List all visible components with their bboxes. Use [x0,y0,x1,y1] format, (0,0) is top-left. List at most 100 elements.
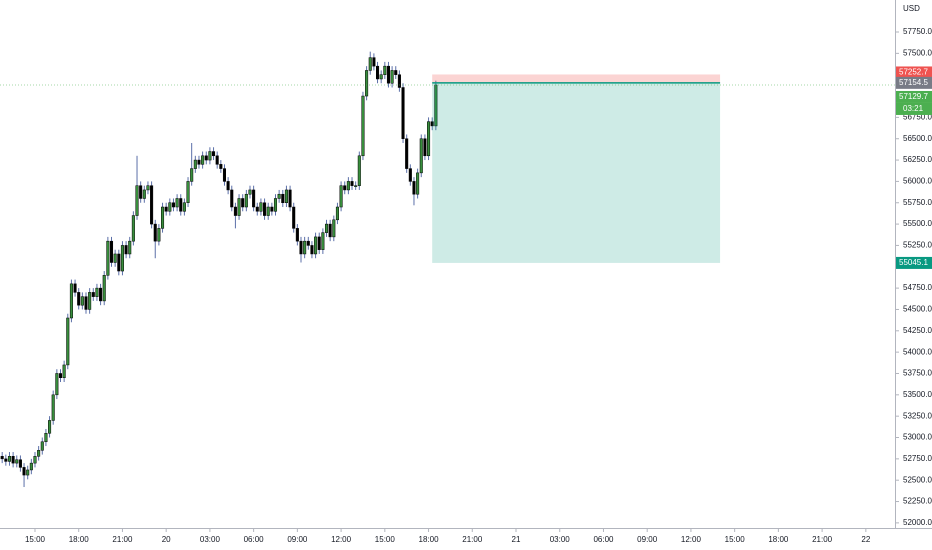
x-tick-label: 22 [861,535,870,544]
candle-body [113,253,117,263]
candle-body [324,223,329,233]
candle-body [26,469,30,476]
candle-body [62,364,66,379]
candle-body [48,420,52,434]
candle-body [241,198,245,208]
candle-body [109,240,114,263]
candle-body [117,253,121,272]
candle-body [142,189,146,199]
candle-body [99,287,103,302]
candle-body [139,185,143,199]
candle-body [303,240,307,255]
candle-body [244,193,248,208]
candle-body [44,432,48,443]
candle-body [106,240,110,276]
candle-body [37,450,41,457]
x-tick-label: 20 [162,535,171,544]
candle-body [270,206,274,212]
candle-body [328,223,332,238]
x-tick-label: 21 [512,535,521,544]
candle-body [386,65,390,84]
candle-body [73,283,77,293]
candle-body [281,193,285,203]
candle-body [201,155,205,165]
candle-body [230,189,234,208]
candle-body [33,456,37,464]
candle-body [55,373,59,396]
candle-body [197,159,201,165]
candle-body [128,240,132,255]
candle-body [222,168,227,182]
y-tick-label: 57750.0 [903,27,932,36]
candle-body [346,181,350,191]
y-tick-label: 57500.0 [903,48,932,57]
candle-body [120,245,124,272]
y-tick-label: 56250.0 [903,155,932,164]
candle-body [266,206,270,216]
x-tick-label: 21:00 [812,535,833,544]
candle-body [164,206,168,212]
candle-body [423,138,427,157]
candle-body [372,57,376,67]
candle-body [259,202,263,212]
target-price-tag-bg [896,256,932,269]
candle-body [161,206,165,229]
candle-body [131,215,135,242]
candle-body [252,189,256,208]
candle-body [190,168,194,182]
y-tick-label: 53750.0 [903,369,932,378]
candle-body [299,240,303,255]
y-tick-label: 55250.0 [903,241,932,250]
x-tick-label: 03:00 [550,535,571,544]
candle-body [233,206,237,216]
last-price-tag: 57129.7 [899,92,928,101]
candle-body [284,189,288,203]
candle-body [91,292,95,297]
y-tick-label: 56000.0 [903,177,932,186]
candle-body [263,202,267,216]
candle-body [335,206,339,221]
candle-body [237,198,241,216]
candle-body [368,57,372,71]
candle-body [430,121,434,127]
y-tick-label: 54750.0 [903,283,932,292]
candle-body [102,275,106,302]
y-tick-label: 52500.0 [903,475,932,484]
candle-body [412,181,416,195]
candle-body [58,373,63,379]
candle-body [146,185,150,191]
candle-body [171,202,175,208]
y-tick-label: 56750.0 [903,112,932,121]
candle-body [179,198,183,212]
x-tick-label: 15:00 [375,535,396,544]
candle-body [427,121,431,157]
candle-body [376,65,380,80]
y-tick-label: 52250.0 [903,497,932,506]
candle-body [7,456,12,462]
candle-body [383,65,387,75]
candle-body [314,236,318,255]
countdown: 03:21 [903,104,924,113]
stop-zone [432,74,721,83]
y-tick-label: 55500.0 [903,219,932,228]
candle-body [51,394,55,421]
x-tick-label: 09:00 [287,535,308,544]
candle-body [273,198,278,212]
candle-body [215,155,219,165]
candle-body [354,185,358,187]
candle-body [208,151,212,161]
candle-body [288,189,292,208]
candle-body [295,228,299,242]
candle-body [212,151,216,157]
x-tick-label: 06:00 [593,535,614,544]
candle-body [153,223,157,242]
candle-body [22,467,26,476]
x-tick-label: 15:00 [25,535,46,544]
x-tick-label: 18:00 [69,535,90,544]
candle-body [69,283,73,319]
candle-body [310,245,314,255]
x-tick-label: 12:00 [681,535,702,544]
candle-body [292,206,296,229]
